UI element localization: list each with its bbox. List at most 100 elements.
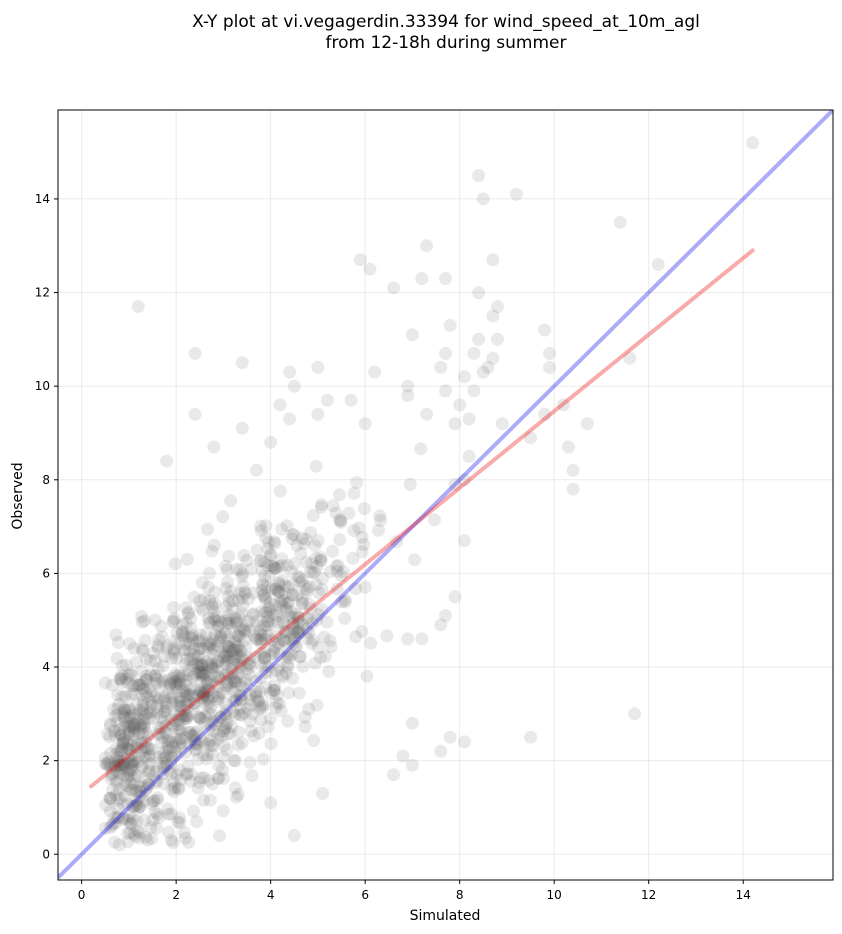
- scatter-point: [151, 639, 164, 652]
- scatter-point: [136, 676, 150, 689]
- scatter-point: [277, 633, 291, 647]
- scatter-point: [142, 711, 156, 725]
- scatter-point: [113, 762, 127, 776]
- scatter-point: [135, 713, 149, 727]
- scatter-point: [161, 734, 175, 748]
- scatter-point: [244, 724, 258, 738]
- scatter-point: [173, 695, 187, 709]
- scatter-point: [281, 658, 295, 672]
- scatter-point: [117, 706, 131, 720]
- scatter-point: [357, 502, 371, 515]
- scatter-point: [203, 734, 217, 748]
- scatter-point: [198, 668, 212, 682]
- scatter-point: [213, 710, 227, 724]
- scatter-point: [278, 579, 292, 592]
- scatter-point: [217, 738, 231, 752]
- scatter-point: [258, 632, 272, 646]
- scatter-point: [187, 590, 201, 604]
- scatter-point: [167, 644, 181, 658]
- scatter-point: [219, 581, 233, 595]
- scatter-point: [127, 754, 141, 768]
- scatter-point: [561, 440, 575, 454]
- scatter-point: [235, 570, 249, 584]
- scatter-point: [156, 748, 170, 762]
- scatter-point: [314, 554, 328, 568]
- scatter-point: [258, 555, 271, 569]
- scatter-point: [302, 580, 316, 594]
- scatter-point: [218, 639, 232, 653]
- scatter-point: [309, 459, 323, 473]
- scatter-point: [294, 547, 308, 561]
- scatter-point: [353, 253, 367, 267]
- scatter-point: [188, 407, 202, 421]
- scatter-point: [190, 724, 204, 738]
- scatter-point: [167, 719, 181, 733]
- scatter-point: [263, 569, 277, 583]
- scatter-point: [746, 136, 760, 150]
- scatter-point: [260, 580, 274, 594]
- scatter-point: [232, 658, 245, 672]
- scatter-point: [216, 510, 230, 524]
- scatter-point: [240, 619, 253, 632]
- scatter-point: [173, 811, 186, 825]
- scatter-point: [194, 634, 208, 648]
- scatter-point: [145, 684, 159, 698]
- scatter-point: [250, 633, 264, 646]
- scatter-point: [133, 703, 147, 717]
- scatter-point: [148, 689, 162, 703]
- scatter-point: [261, 609, 274, 623]
- scatter-point: [299, 532, 313, 546]
- scatter-point: [111, 750, 125, 764]
- scatter-point: [248, 629, 261, 643]
- scatter-point: [119, 704, 133, 717]
- scatter-point: [138, 771, 152, 785]
- scatter-point: [133, 784, 147, 798]
- scatter-point: [224, 676, 238, 690]
- scatter-point: [145, 832, 159, 846]
- scatter-point: [434, 360, 448, 374]
- scatter-point: [171, 722, 185, 736]
- scatter-point: [170, 651, 183, 665]
- scatter-point: [158, 751, 171, 765]
- scatter-point: [212, 759, 226, 772]
- scatter-point: [192, 665, 206, 679]
- scatter-point: [218, 628, 232, 641]
- scatter-point: [267, 608, 281, 622]
- scatter-point: [235, 421, 249, 435]
- scatter-point: [401, 379, 415, 393]
- scatter-point: [281, 660, 295, 674]
- scatter-point: [132, 831, 146, 845]
- scatter-point: [235, 736, 249, 750]
- scatter-point: [271, 637, 285, 651]
- scatter-point: [228, 675, 242, 689]
- scatter-point: [201, 611, 215, 625]
- scatter-point: [186, 659, 200, 673]
- scatter-point: [179, 767, 193, 781]
- scatter-point: [291, 611, 305, 625]
- scatter-point: [160, 758, 174, 772]
- scatter-point: [231, 629, 245, 643]
- scatter-point: [287, 829, 301, 842]
- scatter-point: [320, 615, 334, 629]
- scatter-point: [258, 652, 272, 665]
- scatter-point: [174, 773, 188, 787]
- scatter-point: [167, 642, 181, 656]
- scatter-point: [168, 677, 182, 691]
- scatter-point: [121, 768, 135, 782]
- scatter-point: [236, 653, 250, 667]
- scatter-point: [204, 637, 218, 651]
- scatter-point: [264, 796, 278, 810]
- scatter-point: [229, 613, 243, 627]
- scatter-point: [150, 699, 164, 713]
- scatter-point: [233, 563, 247, 577]
- scatter-point: [131, 717, 145, 730]
- x-tick-label: 8: [456, 888, 464, 902]
- scatter-point: [168, 708, 182, 722]
- scatter-point: [210, 610, 224, 624]
- scatter-point: [183, 653, 197, 667]
- scatter-point: [114, 754, 128, 768]
- scatter-point: [159, 756, 173, 770]
- scatter-point: [225, 661, 239, 675]
- scatter-point: [181, 759, 195, 773]
- scatter-point: [117, 738, 131, 752]
